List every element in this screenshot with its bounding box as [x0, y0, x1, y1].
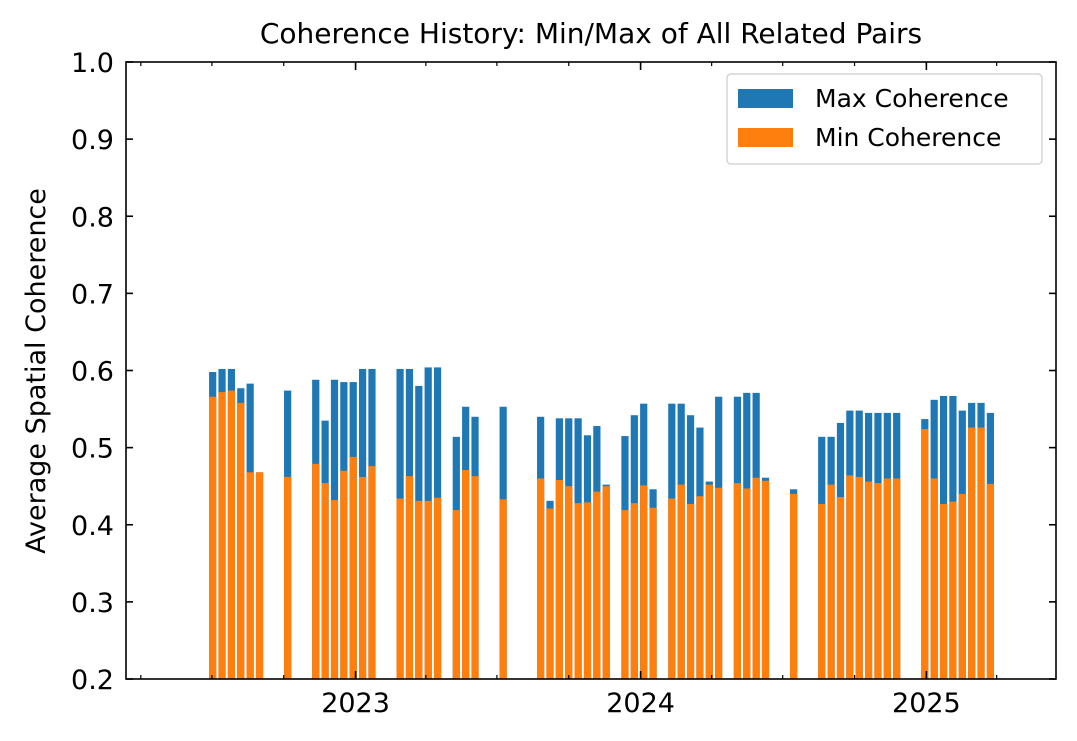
bar-min-coherence [715, 487, 723, 679]
bar-min-coherence [405, 476, 414, 679]
legend-swatch-max-coherence [738, 89, 793, 108]
bar-min-coherence [255, 472, 264, 679]
bar-min-coherence [696, 496, 704, 679]
y-tick-label: 0.5 [71, 434, 114, 465]
bar-min-coherence [939, 503, 948, 679]
bar-min-coherence [330, 500, 339, 679]
x-tick-label: 2023 [321, 688, 390, 719]
legend-swatch-min-coherence [738, 128, 793, 147]
bar-min-coherence [836, 496, 845, 679]
bar-min-coherence [602, 486, 610, 679]
bar-min-coherence [209, 396, 217, 679]
y-tick-label: 0.6 [71, 357, 114, 388]
bar-min-coherence [874, 483, 882, 679]
bar-min-coherence [396, 498, 404, 679]
bar-min-coherence [705, 484, 713, 679]
y-tick-label: 1.0 [71, 48, 114, 79]
bar-min-coherence [855, 476, 863, 679]
bar-min-coherence [621, 510, 629, 679]
bar-min-coherence [368, 466, 376, 679]
legend-frame [726, 73, 1043, 165]
bar-min-coherence [246, 472, 254, 679]
bar-min-coherence [565, 486, 573, 679]
bar-min-coherence [218, 392, 226, 679]
bar-min-coherence [883, 478, 891, 679]
x-tick-label: 2025 [892, 688, 961, 719]
legend-label-max-coherence: Max Coherence [815, 84, 1009, 113]
y-tick-label: 0.3 [71, 588, 114, 619]
bar-min-coherence [227, 390, 236, 679]
bar-min-coherence [761, 480, 770, 679]
bar-min-coherence [583, 502, 592, 679]
bar-min-coherence [312, 463, 320, 679]
bar-min-coherence [733, 483, 742, 679]
bar-min-coherence [349, 456, 357, 679]
y-tick-label: 0.7 [71, 279, 114, 310]
bar-min-coherence [949, 501, 957, 679]
bar-min-coherence [977, 427, 985, 679]
bar-min-coherence [958, 493, 966, 679]
bar-min-coherence [321, 483, 329, 679]
x-tick-label: 2024 [606, 688, 675, 719]
bar-min-coherence [640, 485, 648, 679]
bar-min-coherence [452, 510, 460, 679]
bar-min-coherence [864, 481, 873, 679]
bar-min-coherence [499, 499, 507, 679]
bar-min-coherence [790, 493, 798, 679]
bar-min-coherence [752, 477, 760, 679]
bar-min-coherence [433, 497, 442, 679]
bar-min-coherence [424, 500, 432, 679]
bar-min-coherence [340, 470, 348, 679]
bar-min-coherence [986, 483, 995, 679]
bar-min-coherence [818, 503, 826, 679]
bar-min-coherence [846, 475, 854, 679]
y-tick-label: 0.4 [71, 511, 114, 542]
bar-min-coherence [593, 491, 601, 679]
bar-min-coherence [358, 476, 367, 679]
bars-layer [209, 367, 995, 679]
y-tick-label: 0.8 [71, 202, 114, 233]
bar-min-coherence [574, 503, 582, 679]
chart-title: Coherence History: Min/Max of All Relate… [260, 17, 922, 50]
y-tick-label: 0.2 [71, 665, 114, 696]
bar-min-coherence [415, 500, 423, 679]
bar-min-coherence [471, 476, 479, 679]
bar-min-coherence [555, 480, 563, 679]
bar-min-coherence [677, 484, 685, 679]
bar-min-coherence [649, 507, 657, 679]
bar-min-coherence [893, 478, 901, 679]
axes-layer: 0.2 0.3 0.4 0.5 0.6 0.7 0.8 0.9 1.0 2023 2024 2025 [71, 48, 1057, 719]
y-axis-label: Average Spatial Coherence [21, 188, 52, 554]
bar-min-coherence [630, 503, 638, 679]
bar-min-coherence [686, 503, 695, 679]
bar-min-coherence [827, 484, 835, 679]
bar-min-coherence [668, 498, 676, 679]
legend: Max Coherence Min Coherence [726, 73, 1043, 165]
bar-min-coherence [921, 429, 929, 679]
bar-min-coherence [537, 478, 545, 679]
bar-min-coherence [284, 476, 292, 679]
bar-min-coherence [546, 508, 554, 679]
bar-min-coherence [930, 478, 938, 679]
y-tick-label: 0.9 [71, 125, 114, 156]
legend-label-min-coherence: Min Coherence [815, 123, 1001, 152]
bar-min-coherence [743, 488, 751, 679]
bar-min-coherence [968, 427, 976, 679]
bar-min-coherence [237, 402, 245, 679]
bar-min-coherence [462, 469, 470, 679]
